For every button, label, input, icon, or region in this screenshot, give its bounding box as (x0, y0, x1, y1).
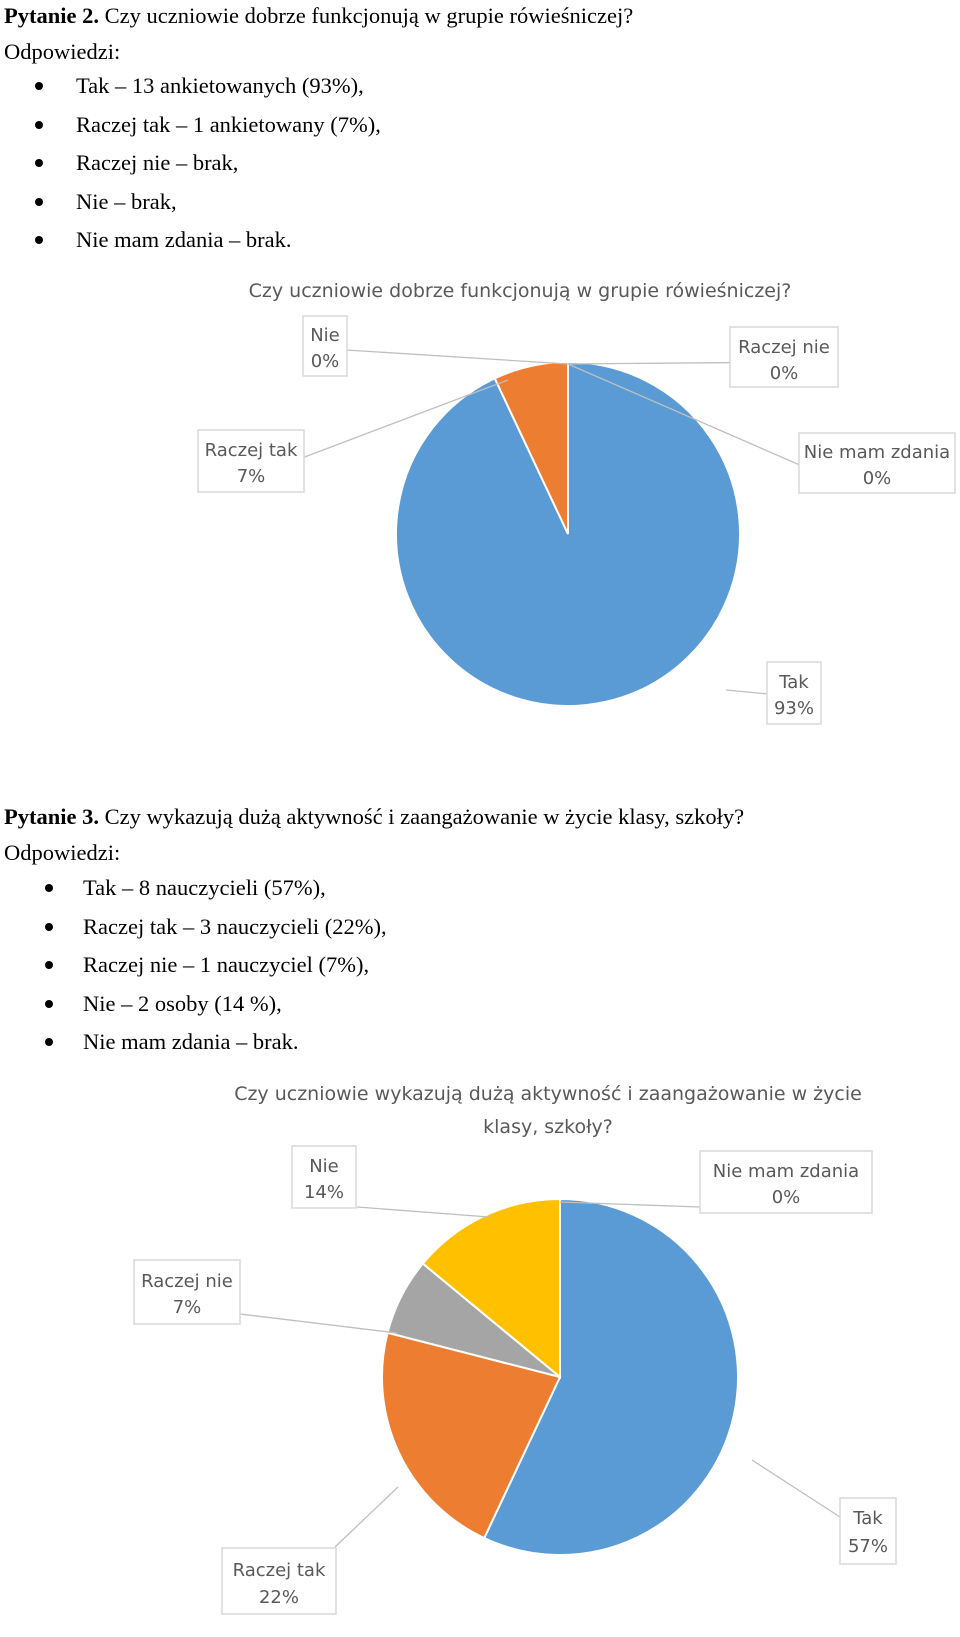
list-item: Nie – brak, (35, 188, 381, 227)
data-label-raczej-tak: Raczej tak 7% (197, 429, 305, 493)
pie-chart-1: Czy uczniowie dobrze funkcjonują w grupi… (197, 280, 956, 725)
label-value: 7% (237, 466, 266, 487)
question-3-text: Czy wykazują dużą aktywność i zaangażowa… (99, 804, 745, 829)
question-2-heading: Pytanie 2. Czy uczniowie dobrze funkcjon… (4, 2, 633, 30)
leader-line (334, 1486, 399, 1548)
label-category: Nie mam zdania (804, 442, 950, 463)
label-category: Raczej tak (233, 1560, 326, 1581)
leader-line (356, 1206, 490, 1218)
answers-list-2: Tak – 8 nauczycieli (57%), Raczej tak – … (45, 874, 387, 1067)
pie-slice-raczej-tak (381, 1331, 562, 1540)
label-value: 22% (259, 1587, 299, 1608)
data-label-nie: Nie 0% (302, 315, 348, 377)
label-category: Tak (852, 1508, 883, 1529)
list-item: Raczej nie – 1 nauczyciel (7%), (45, 951, 387, 990)
question-3-heading: Pytanie 3. Czy wykazują dużą aktywność i… (4, 803, 744, 831)
data-label-raczej-nie: Raczej nie 7% (133, 1259, 241, 1325)
label-value: 0% (311, 351, 340, 372)
answers-list-1: Tak – 13 ankietowanych (93%), Raczej tak… (35, 72, 381, 265)
label-category: Tak (778, 672, 809, 693)
leader-line (725, 689, 769, 695)
list-item: Raczej nie – brak, (35, 149, 381, 188)
label-value: 7% (173, 1297, 202, 1318)
pie-slice-raczej-tak (493, 360, 569, 535)
label-value: 0% (863, 468, 892, 489)
list-item: Raczej tak – 3 nauczycieli (22%), (45, 913, 387, 952)
data-label-tak: Tak 57% (839, 1497, 897, 1565)
label-value: 0% (770, 363, 799, 384)
label-value: 57% (848, 1536, 888, 1557)
label-value: 14% (304, 1182, 344, 1203)
list-item: Nie mam zdania – brak. (45, 1028, 387, 1067)
list-item: Raczej tak – 1 ankietowany (7%), (35, 111, 381, 150)
leader-line (559, 1201, 701, 1208)
data-label-tak: Tak 93% (766, 661, 822, 725)
leader-line (301, 379, 509, 459)
label-category: Nie (309, 1156, 339, 1177)
list-item: Tak – 13 ankietowanych (93%), (35, 72, 381, 111)
question-2-number: Pytanie 2. (4, 3, 99, 28)
data-label-raczej-tak: Raczej tak 22% (221, 1547, 337, 1615)
leader-line (345, 349, 569, 365)
label-category: Nie mam zdania (713, 1161, 859, 1182)
chart-2-title-line-2: klasy, szkoły? (483, 1116, 613, 1138)
leader-line (239, 1313, 398, 1334)
pie-slice-tak (395, 360, 741, 707)
list-item: Nie – 2 osoby (14 %), (45, 990, 387, 1029)
leader-line (567, 363, 803, 467)
list-item: Tak – 8 nauczycieli (57%), (45, 874, 387, 913)
pie-slice-tak (482, 1197, 739, 1556)
pie-chart-2: Czy uczniowie wykazują dużą aktywność i … (133, 1083, 897, 1615)
question-2-text: Czy uczniowie dobrze funkcjonują w grupi… (99, 3, 634, 28)
chart-1-title: Czy uczniowie dobrze funkcjonują w grupi… (249, 280, 792, 302)
label-value: 0% (772, 1187, 801, 1208)
data-label-nie-mam-zdania: Nie mam zdania 0% (699, 1150, 873, 1214)
data-label-raczej-nie: Raczej nie 0% (729, 326, 839, 388)
leader-line (751, 1459, 841, 1518)
answers-label-2: Odpowiedzi: (4, 840, 121, 865)
chart-2-title-line-1: Czy uczniowie wykazują dużą aktywność i … (234, 1083, 862, 1105)
data-label-nie-mam-zdania: Nie mam zdania 0% (798, 432, 956, 494)
label-category: Nie (310, 325, 340, 346)
list-item: Nie mam zdania – brak. (35, 226, 381, 265)
data-label-nie: Nie 14% (291, 1145, 357, 1209)
label-value: 93% (774, 698, 814, 719)
question-3-number: Pytanie 3. (4, 804, 99, 829)
label-category: Raczej tak (205, 440, 298, 461)
label-category: Raczej nie (141, 1271, 233, 1292)
answers-label-1: Odpowiedzi: (4, 39, 121, 64)
label-category: Raczej nie (738, 337, 830, 358)
